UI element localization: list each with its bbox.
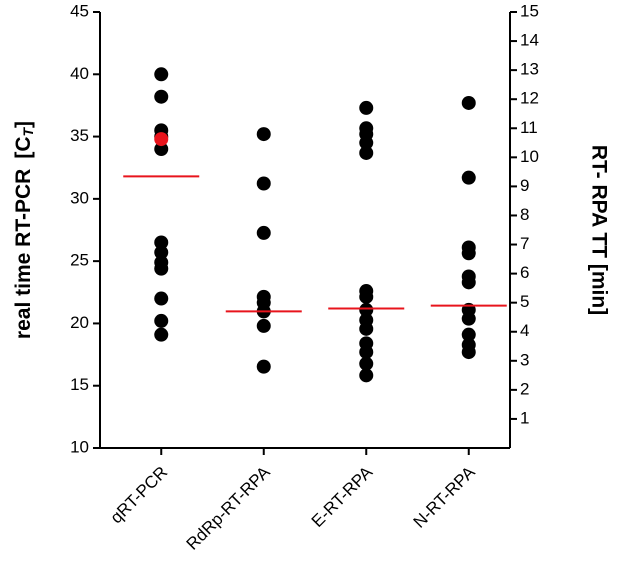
y2-tick-label: 1	[520, 408, 529, 427]
data-point	[154, 89, 169, 104]
y2-tick-label: 5	[520, 292, 529, 311]
y2-tick-label: 15	[520, 1, 539, 20]
y2-tick-label: 2	[520, 379, 529, 398]
y-tick-label: 35	[70, 126, 89, 145]
data-point	[359, 289, 374, 304]
x-tick-label: E-RT-RPA	[308, 462, 377, 531]
data-point	[359, 345, 374, 360]
y2-tick-label: 8	[520, 205, 529, 224]
data-point	[154, 261, 169, 276]
data-point	[461, 345, 476, 360]
data-point	[461, 170, 476, 185]
y2-axis-label: RT- RPA TT [min]	[587, 145, 610, 315]
y2-tick-label: 3	[520, 350, 529, 369]
y-label-sub: T	[20, 127, 36, 137]
x-tick-label: N-RT-RPA	[410, 462, 480, 532]
data-point	[256, 359, 271, 374]
y-tick-label: 10	[70, 437, 89, 456]
y-tick-label: 40	[70, 64, 89, 83]
y-label-text: real time RT-PCR	[12, 169, 35, 339]
data-point	[359, 321, 374, 336]
y2-tick-label: 9	[520, 176, 529, 195]
data-point	[154, 291, 169, 306]
y-label-close: ]	[12, 121, 35, 128]
y-tick-label: 25	[70, 251, 89, 270]
y2-tick-label: 6	[520, 263, 529, 282]
data-point	[154, 327, 169, 342]
data-point	[359, 135, 374, 150]
data-point	[154, 313, 169, 328]
y2-tick-label: 7	[520, 234, 529, 253]
y2-tick-label: 12	[520, 89, 539, 108]
data-point	[256, 318, 271, 333]
data-point	[359, 100, 374, 115]
data-point	[359, 145, 374, 160]
y-tick-label: 20	[70, 313, 89, 332]
y2-tick-label: 13	[520, 60, 539, 79]
data-point	[359, 368, 374, 383]
data-point	[359, 356, 374, 371]
data-point	[461, 327, 476, 342]
data-point	[154, 132, 169, 147]
y-axis-label: real time RT-PCR [CT]	[12, 121, 36, 339]
data-point	[461, 246, 476, 261]
y-tick-label: 15	[70, 375, 89, 394]
data-point	[461, 311, 476, 326]
y-tick-label: 45	[70, 1, 89, 20]
x-tick-label: qRT-PCR	[107, 463, 172, 528]
y2-tick-label: 11	[520, 118, 538, 137]
data-point	[359, 302, 374, 317]
data-point	[154, 67, 169, 82]
data-point	[461, 275, 476, 290]
data-point	[154, 142, 169, 157]
x-tick-label: RdRp-RT-RPA	[183, 462, 275, 554]
data-point	[256, 127, 271, 142]
y-label-unit: [C	[12, 137, 35, 159]
data-point	[256, 176, 271, 191]
y2-tick-label: 14	[520, 31, 539, 50]
data-point	[154, 245, 169, 260]
y-tick-label: 30	[70, 188, 89, 207]
y2-tick-label: 4	[520, 321, 529, 340]
data-point	[154, 235, 169, 250]
data-point	[461, 95, 476, 110]
data-point	[256, 225, 271, 240]
y2-tick-label: 10	[520, 147, 539, 166]
